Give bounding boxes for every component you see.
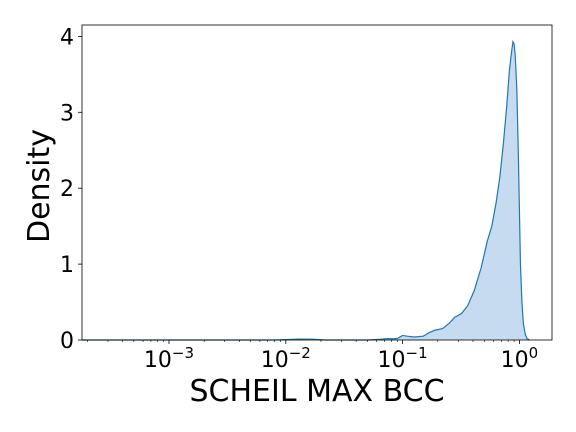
y-tick-label: 3 xyxy=(60,101,74,126)
x-axis-title: SCHEIL MAX BCC xyxy=(189,374,444,409)
y-tick-label: 4 xyxy=(60,25,74,50)
y-tick-label: 1 xyxy=(60,253,74,278)
y-tick-label: 0 xyxy=(60,329,74,354)
y-tick-label: 2 xyxy=(60,177,74,202)
y-axis-title: Density xyxy=(22,129,57,243)
